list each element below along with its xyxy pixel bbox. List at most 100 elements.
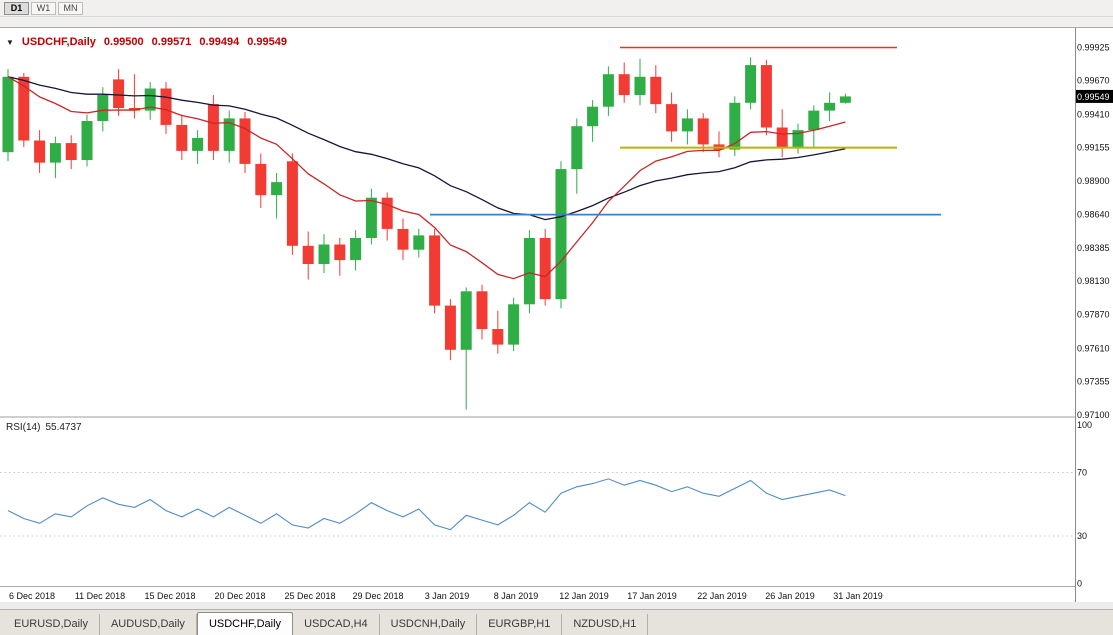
bull-candle[interactable] [792, 130, 804, 149]
date-label: 6 Dec 2018 [9, 591, 55, 601]
date-label: 15 Dec 2018 [144, 591, 195, 601]
bear-candle[interactable] [207, 104, 219, 151]
bull-candle[interactable] [634, 76, 646, 95]
date-label: 3 Jan 2019 [425, 591, 470, 601]
bull-candle[interactable] [508, 304, 520, 345]
date-label: 22 Jan 2019 [697, 591, 747, 601]
bear-candle[interactable] [128, 108, 140, 111]
bull-candle[interactable] [81, 121, 93, 160]
bull-candle[interactable] [49, 143, 61, 163]
bear-candle[interactable] [302, 245, 314, 264]
bear-candle[interactable] [239, 118, 251, 164]
timeframe-toolbar: D1 W1 MN [0, 0, 1113, 17]
bull-candle[interactable] [350, 238, 362, 261]
bull-candle[interactable] [555, 169, 567, 300]
price-label: 0.97870 [1077, 310, 1110, 320]
price-label: 0.98900 [1077, 176, 1110, 186]
bull-candle[interactable] [144, 88, 156, 111]
rsi-axis-label: 0 [1077, 579, 1082, 589]
bull-candle[interactable] [460, 291, 472, 350]
bear-candle[interactable] [397, 228, 409, 250]
price-label: 0.99410 [1077, 110, 1110, 120]
current-price-badge [1076, 89, 1113, 103]
bull-candle[interactable] [571, 126, 583, 170]
chart-tab-usdcad-h4[interactable]: USDCAD,H4 [293, 614, 380, 635]
price-label: 0.98640 [1077, 210, 1110, 220]
bear-candle[interactable] [113, 79, 125, 108]
bear-candle[interactable] [429, 235, 441, 306]
chart-tab-eurgbp-h1[interactable]: EURGBP,H1 [477, 614, 563, 635]
bear-candle[interactable] [255, 163, 267, 196]
bear-candle[interactable] [476, 291, 488, 329]
bull-candle[interactable] [681, 118, 693, 132]
date-label: 12 Jan 2019 [559, 591, 609, 601]
bull-candle[interactable] [602, 74, 614, 107]
bear-candle[interactable] [18, 76, 30, 141]
chart-ohlc-readout: ▼ USDCHF,Daily 0.99500 0.99571 0.99494 0… [6, 36, 287, 48]
chart-tab-nzdusd-h1[interactable]: NZDUSD,H1 [562, 614, 649, 635]
timeframe-d1-button[interactable]: D1 [4, 1, 29, 15]
bull-candle[interactable] [365, 197, 377, 238]
price-label: 0.97100 [1077, 410, 1110, 420]
ohlc-open-value: 0.99500 [103, 36, 144, 48]
chart-tab-audusd-daily[interactable]: AUDUSD,Daily [100, 614, 197, 635]
rsi-axis-label: 70 [1077, 468, 1087, 478]
timeframe-mn-button[interactable]: MN [58, 1, 83, 15]
bear-candle[interactable] [666, 104, 678, 132]
bull-candle[interactable] [413, 235, 425, 250]
price-label: 0.98130 [1077, 276, 1110, 286]
ohlc-high-value: 0.99571 [151, 36, 192, 48]
bear-candle[interactable] [286, 161, 298, 246]
chart-tabs-bar: EURUSD,Daily AUDUSD,Daily USDCHF,Daily U… [0, 609, 1113, 635]
date-label: 8 Jan 2019 [494, 591, 539, 601]
bear-candle[interactable] [334, 244, 346, 261]
bear-candle[interactable] [65, 143, 77, 160]
bull-candle[interactable] [745, 65, 757, 103]
bear-candle[interactable] [650, 76, 662, 105]
price-label: 0.98385 [1077, 243, 1110, 253]
price-label: 0.99925 [1077, 43, 1110, 53]
chart-symbol-label: USDCHF,Daily [21, 36, 96, 48]
bull-candle[interactable] [824, 102, 836, 111]
date-label: 25 Dec 2018 [284, 591, 335, 601]
bear-candle[interactable] [539, 238, 551, 300]
bear-candle[interactable] [776, 127, 788, 149]
bull-candle[interactable] [839, 96, 851, 103]
current-price-text: 0.99549 [1077, 92, 1110, 102]
timeframe-w1-button[interactable]: W1 [31, 1, 56, 15]
chart-canvas[interactable]: 0.99925 0.99670 0.99410 0.99155 0.98900 0.986… [0, 28, 1113, 609]
bear-candle[interactable] [760, 65, 772, 128]
bear-candle[interactable] [492, 329, 504, 345]
ma-slow[interactable] [7, 76, 846, 221]
price-label: 0.99155 [1077, 143, 1110, 153]
bull-candle[interactable] [729, 102, 741, 150]
bear-candle[interactable] [160, 88, 172, 125]
bear-candle[interactable] [444, 305, 456, 350]
bull-candle[interactable] [223, 118, 235, 151]
bear-candle[interactable] [176, 124, 188, 151]
bear-candle[interactable] [381, 197, 393, 229]
panel-splitter[interactable] [0, 416, 1113, 418]
bull-candle[interactable] [523, 238, 535, 305]
bull-candle[interactable] [192, 137, 204, 151]
date-label: 20 Dec 2018 [214, 591, 265, 601]
chart-tab-usdcnh-daily[interactable]: USDCNH,Daily [380, 614, 478, 635]
rsi-axis-label: 100 [1077, 420, 1092, 430]
chart-window: 0.99925 0.99670 0.99410 0.99155 0.98900 0.986… [0, 28, 1113, 609]
bull-candle[interactable] [808, 110, 820, 131]
bear-candle[interactable] [34, 140, 46, 163]
bear-candle[interactable] [618, 74, 630, 95]
bottom-strip [0, 602, 1113, 609]
rsi-value: 55.4737 [45, 422, 82, 433]
bull-candle[interactable] [271, 182, 283, 196]
bear-candle[interactable] [697, 118, 709, 145]
chart-tab-usdchf-daily[interactable]: USDCHF,Daily [196, 612, 294, 635]
bull-candle[interactable] [318, 244, 330, 265]
bull-candle[interactable] [97, 95, 109, 121]
bull-candle[interactable] [587, 106, 599, 127]
price-axis-scale[interactable] [1076, 28, 1113, 602]
ma-fast[interactable] [7, 76, 846, 280]
chart-tab-eurusd-daily[interactable]: EURUSD,Daily [3, 614, 100, 635]
bull-candle[interactable] [2, 76, 14, 153]
date-label: 11 Dec 2018 [75, 591, 125, 601]
